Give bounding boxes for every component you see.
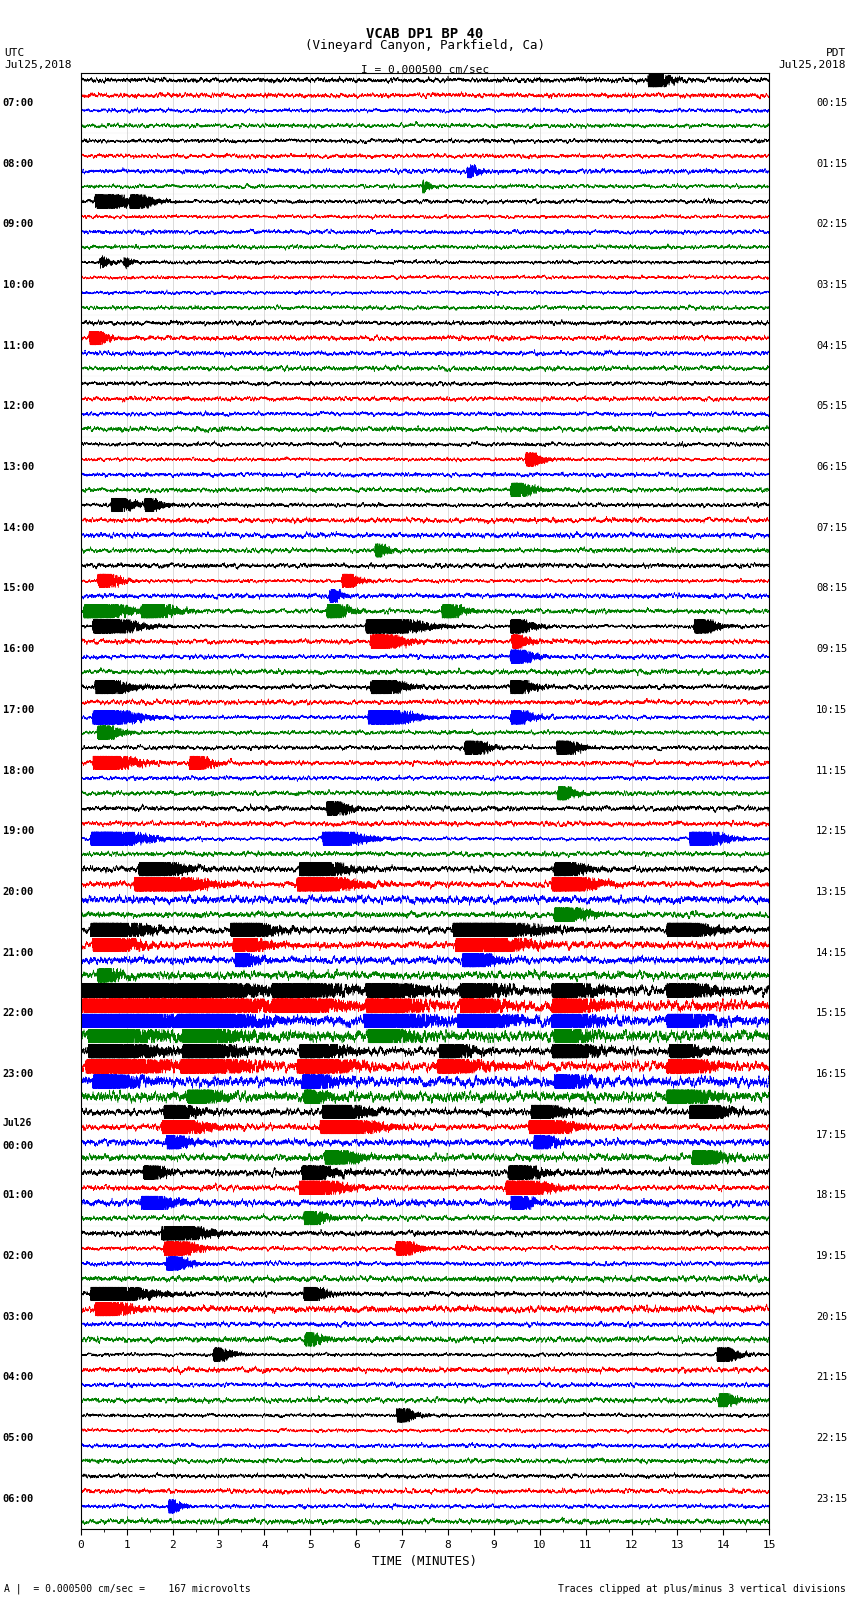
Text: 01:15: 01:15 [816,158,847,169]
Text: Jul26: Jul26 [3,1118,32,1127]
Text: 18:15: 18:15 [816,1190,847,1200]
Text: 19:00: 19:00 [3,826,34,836]
Text: VCAB DP1 BP 40: VCAB DP1 BP 40 [366,27,484,42]
Text: Traces clipped at plus/minus 3 vertical divisions: Traces clipped at plus/minus 3 vertical … [558,1584,846,1594]
Text: 07:00: 07:00 [3,98,34,108]
Text: 04:00: 04:00 [3,1373,34,1382]
Text: 09:00: 09:00 [3,219,34,229]
Text: 06:00: 06:00 [3,1494,34,1503]
Text: 22:00: 22:00 [3,1008,34,1018]
Text: 09:15: 09:15 [816,644,847,655]
Text: A |  = 0.000500 cm/sec =    167 microvolts: A | = 0.000500 cm/sec = 167 microvolts [4,1582,251,1594]
Text: 03:15: 03:15 [816,281,847,290]
Text: 15:15: 15:15 [816,1008,847,1018]
Text: 02:00: 02:00 [3,1252,34,1261]
X-axis label: TIME (MINUTES): TIME (MINUTES) [372,1555,478,1568]
Text: 04:15: 04:15 [816,340,847,350]
Text: Jul25,2018: Jul25,2018 [4,60,71,69]
Text: 08:15: 08:15 [816,584,847,594]
Text: 14:15: 14:15 [816,947,847,958]
Text: 17:00: 17:00 [3,705,34,715]
Text: 07:15: 07:15 [816,523,847,532]
Text: 11:00: 11:00 [3,340,34,350]
Text: Jul25,2018: Jul25,2018 [779,60,846,69]
Text: 20:15: 20:15 [816,1311,847,1321]
Text: 12:00: 12:00 [3,402,34,411]
Text: 15:00: 15:00 [3,584,34,594]
Text: 16:00: 16:00 [3,644,34,655]
Text: I = 0.000500 cm/sec: I = 0.000500 cm/sec [361,65,489,74]
Text: UTC: UTC [4,48,25,58]
Text: (Vineyard Canyon, Parkfield, Ca): (Vineyard Canyon, Parkfield, Ca) [305,39,545,52]
Text: PDT: PDT [825,48,846,58]
Text: 05:15: 05:15 [816,402,847,411]
Text: 10:15: 10:15 [816,705,847,715]
Text: 20:00: 20:00 [3,887,34,897]
Text: 00:15: 00:15 [816,98,847,108]
Text: 21:00: 21:00 [3,947,34,958]
Text: 03:00: 03:00 [3,1311,34,1321]
Text: 23:00: 23:00 [3,1069,34,1079]
Text: 10:00: 10:00 [3,281,34,290]
Text: 21:15: 21:15 [816,1373,847,1382]
Text: 23:15: 23:15 [816,1494,847,1503]
Text: 11:15: 11:15 [816,766,847,776]
Text: 19:15: 19:15 [816,1252,847,1261]
Text: 02:15: 02:15 [816,219,847,229]
Text: 22:15: 22:15 [816,1432,847,1444]
Text: 08:00: 08:00 [3,158,34,169]
Text: 14:00: 14:00 [3,523,34,532]
Text: 05:00: 05:00 [3,1432,34,1444]
Text: 12:15: 12:15 [816,826,847,836]
Text: 00:00: 00:00 [3,1140,34,1152]
Text: 13:00: 13:00 [3,461,34,473]
Text: 01:00: 01:00 [3,1190,34,1200]
Text: 17:15: 17:15 [816,1129,847,1140]
Text: 18:00: 18:00 [3,766,34,776]
Text: 13:15: 13:15 [816,887,847,897]
Text: 06:15: 06:15 [816,461,847,473]
Text: 16:15: 16:15 [816,1069,847,1079]
